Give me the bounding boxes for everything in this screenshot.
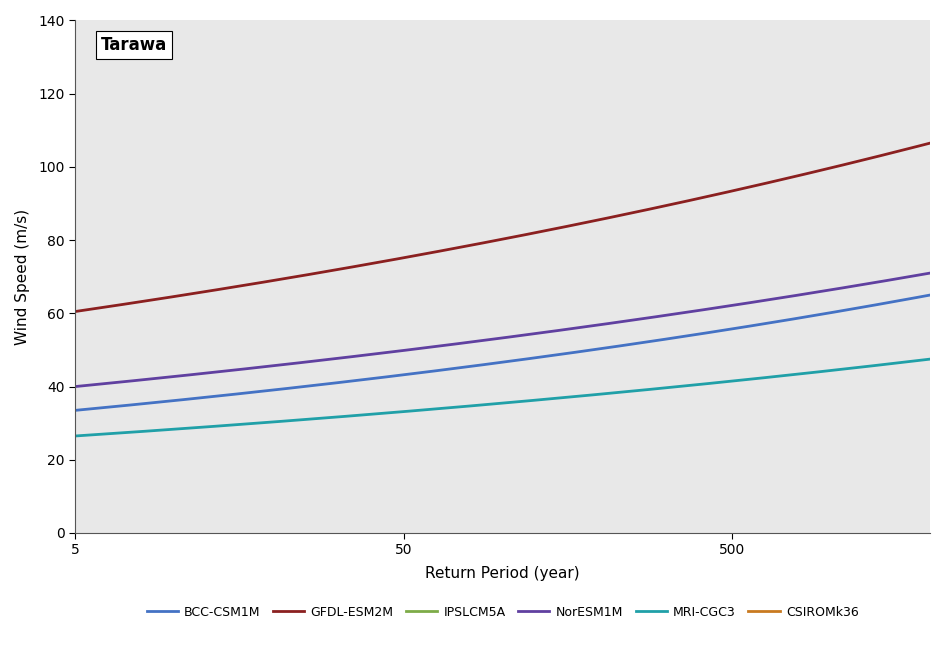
- GFDL-ESM2M: [531, 228, 543, 236]
- MRI-CGC3: [769, 372, 781, 380]
- MRI-CGC3: [531, 396, 543, 404]
- GFDL-ESM2M: [769, 177, 781, 185]
- Line: NorESM1M: NorESM1M: [75, 273, 929, 387]
- MRI-CGC3: [480, 400, 492, 408]
- NorESM1M: [475, 337, 486, 344]
- Line: MRI-CGC3: MRI-CGC3: [75, 359, 929, 436]
- BCC-CSM1M: [69, 406, 80, 414]
- Text: Tarawa: Tarawa: [101, 36, 167, 54]
- GFDL-ESM2M: [902, 144, 914, 152]
- Line: GFDL-ESM2M: GFDL-ESM2M: [75, 143, 929, 311]
- NorESM1M: [902, 273, 914, 281]
- GFDL-ESM2M: [923, 139, 935, 147]
- NorESM1M: [69, 383, 80, 391]
- Line: BCC-CSM1M: BCC-CSM1M: [75, 295, 929, 410]
- NorESM1M: [769, 294, 781, 302]
- Legend: BCC-CSM1M, GFDL-ESM2M, IPSLCM5A, NorESM1M, MRI-CGC3, CSIROMk36: BCC-CSM1M, GFDL-ESM2M, IPSLCM5A, NorESM1…: [142, 601, 863, 624]
- BCC-CSM1M: [769, 318, 781, 326]
- GFDL-ESM2M: [475, 239, 486, 247]
- NorESM1M: [480, 336, 492, 344]
- MRI-CGC3: [578, 392, 589, 400]
- BCC-CSM1M: [480, 360, 492, 368]
- NorESM1M: [578, 323, 589, 331]
- BCC-CSM1M: [578, 347, 589, 355]
- MRI-CGC3: [475, 401, 486, 409]
- GFDL-ESM2M: [480, 239, 492, 246]
- X-axis label: Return Period (year): Return Period (year): [425, 566, 580, 580]
- GFDL-ESM2M: [69, 307, 80, 315]
- MRI-CGC3: [923, 355, 935, 363]
- Y-axis label: Wind Speed (m/s): Wind Speed (m/s): [15, 209, 30, 344]
- MRI-CGC3: [69, 432, 80, 440]
- NorESM1M: [531, 330, 543, 337]
- NorESM1M: [923, 269, 935, 277]
- BCC-CSM1M: [923, 291, 935, 299]
- BCC-CSM1M: [531, 354, 543, 361]
- BCC-CSM1M: [902, 295, 914, 303]
- GFDL-ESM2M: [578, 219, 589, 227]
- MRI-CGC3: [902, 358, 914, 365]
- BCC-CSM1M: [475, 361, 486, 369]
